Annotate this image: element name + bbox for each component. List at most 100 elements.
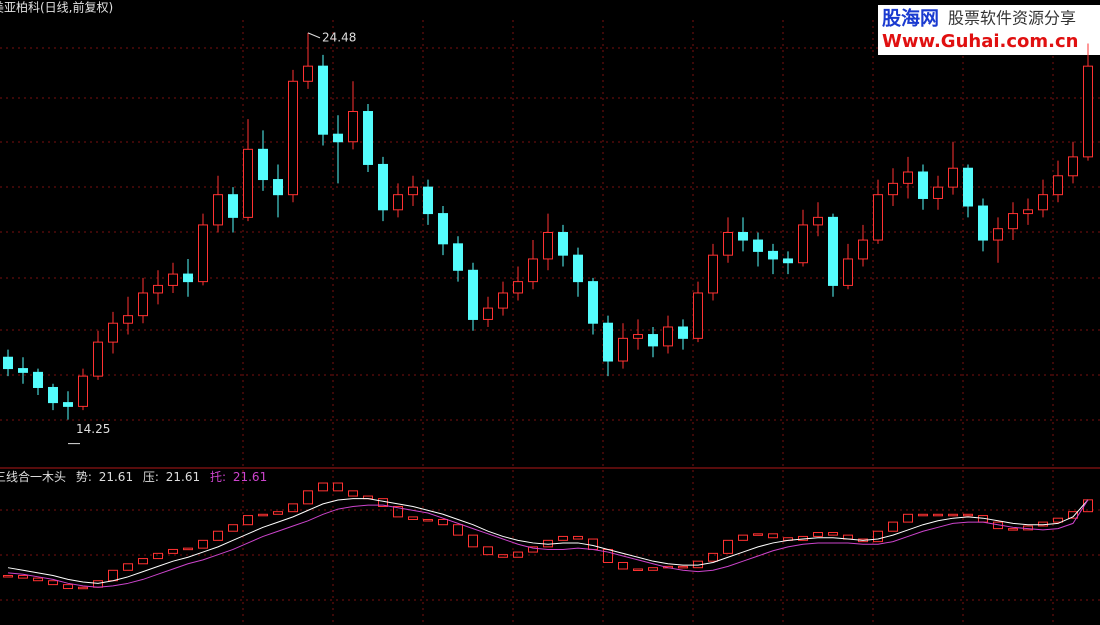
trend-bar xyxy=(618,561,628,570)
candle-body xyxy=(33,371,43,388)
trend-bar xyxy=(753,533,763,536)
candle-body xyxy=(498,292,508,309)
candle-body xyxy=(453,243,463,271)
candle-body xyxy=(1008,213,1018,230)
candle-body xyxy=(258,148,268,181)
legend-label: 托: xyxy=(210,470,226,484)
candle-body xyxy=(678,326,688,339)
trend-bar xyxy=(378,498,388,507)
candle-body xyxy=(108,322,118,343)
trend-bar xyxy=(438,518,448,526)
candle-body xyxy=(513,281,523,294)
candle-body xyxy=(993,228,1003,241)
trend-bar xyxy=(948,513,958,517)
trend-bar xyxy=(33,577,43,582)
candle-body xyxy=(798,224,808,264)
trend-bar xyxy=(228,524,238,532)
candle-body xyxy=(528,258,538,283)
candle-body xyxy=(273,179,283,196)
trend-bar xyxy=(468,534,478,548)
candle-body xyxy=(333,133,343,143)
candle-body xyxy=(588,281,598,324)
trend-bar xyxy=(558,535,568,541)
trend-bar xyxy=(738,534,748,541)
candle-body xyxy=(348,111,358,143)
trend-bar xyxy=(48,580,58,586)
candle-body xyxy=(288,80,298,196)
watermark: 股海网 股票软件资源分享 Www.Guhai.com.cn xyxy=(878,5,1100,55)
high-label: 24.48 xyxy=(322,30,356,44)
trend-bar xyxy=(768,533,778,539)
candle-body xyxy=(693,292,703,339)
candle-body xyxy=(63,402,73,407)
candle-body xyxy=(93,341,103,377)
candle-body xyxy=(543,231,553,260)
trend-bar xyxy=(678,565,688,569)
candle-body xyxy=(963,167,973,207)
candle-body xyxy=(468,269,478,320)
candle-body xyxy=(228,194,238,218)
candle-body xyxy=(558,231,568,256)
candle-body xyxy=(438,213,448,245)
trend-bar xyxy=(1053,517,1063,523)
trend-bar xyxy=(288,503,298,513)
trend-bar xyxy=(243,515,253,526)
trend-bar xyxy=(888,521,898,532)
watermark-site: 股海网 xyxy=(882,7,939,30)
trend-bar xyxy=(393,505,403,518)
trend-bar xyxy=(813,532,823,537)
candle-body xyxy=(408,186,418,196)
candle-body xyxy=(483,307,493,320)
candle-body xyxy=(423,186,433,215)
candle-body xyxy=(708,254,718,294)
candle-body xyxy=(978,205,988,241)
candle-body xyxy=(183,273,193,283)
candle-body xyxy=(783,258,793,264)
trend-bar xyxy=(273,511,283,515)
trend-bar xyxy=(3,575,13,578)
trend-bar xyxy=(453,524,463,536)
candle-body xyxy=(198,224,208,283)
candle-body xyxy=(753,239,763,252)
trend-bar xyxy=(498,554,508,558)
candle-body xyxy=(768,250,778,260)
candle-body xyxy=(603,322,613,362)
candle-body xyxy=(843,258,853,286)
trend-bar xyxy=(303,490,313,505)
candle-body xyxy=(1068,156,1078,177)
candle-body xyxy=(303,65,313,82)
candle-body xyxy=(1053,175,1063,196)
watermark-tagline: 股票软件资源分享 xyxy=(948,9,1076,28)
trend-bar xyxy=(513,551,523,558)
trend-bar xyxy=(408,516,418,520)
legend-label: 压: xyxy=(143,470,159,484)
candle-body xyxy=(153,284,163,294)
candle-body xyxy=(1023,209,1033,215)
indicator-title: 三线合一木头 xyxy=(0,469,66,484)
watermark-box xyxy=(878,5,1100,55)
trend-bar xyxy=(528,546,538,553)
trend-bar xyxy=(183,547,193,551)
candle-body xyxy=(363,111,373,165)
candle-body xyxy=(138,292,148,317)
candle-body xyxy=(3,356,13,370)
trend-bar xyxy=(63,584,73,590)
trend-bar xyxy=(213,530,223,541)
candle-body xyxy=(723,231,733,256)
candle-body xyxy=(393,194,403,211)
trend-bar xyxy=(423,518,433,522)
candle-body xyxy=(78,375,88,407)
candle-body xyxy=(948,167,958,188)
candle-body xyxy=(378,163,388,211)
low-label: 14.25 xyxy=(76,422,110,436)
trend-bar xyxy=(708,552,718,562)
trend-bar xyxy=(168,548,178,554)
legend-value: 21.61 xyxy=(233,470,267,484)
legend-value: 21.61 xyxy=(99,470,133,484)
trend-bar xyxy=(483,546,493,556)
candle-body xyxy=(888,182,898,196)
watermark-url: Www.Guhai.com.cn xyxy=(882,31,1078,52)
trend-bar xyxy=(648,567,658,571)
trend-bar xyxy=(78,586,88,590)
